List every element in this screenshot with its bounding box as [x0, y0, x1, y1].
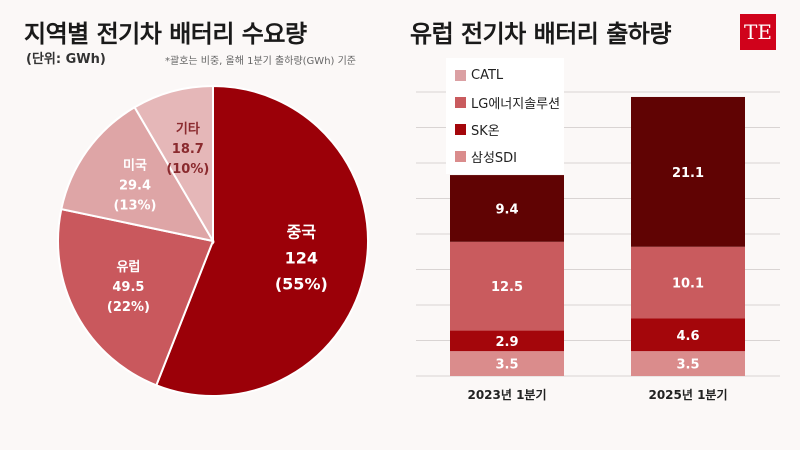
- legend-swatch: [455, 124, 466, 135]
- legend-label: LG에너지솔루션: [471, 97, 561, 112]
- pie-label-0-2: (55%): [275, 274, 328, 293]
- pie-label-3-2: (10%): [166, 162, 209, 177]
- legend-label: 삼성SDI: [471, 151, 518, 166]
- legend-label: CATL: [471, 68, 504, 83]
- legend-item: CATL: [446, 62, 564, 89]
- pie-label-2-1: 29.4: [119, 178, 151, 193]
- legend-swatch: [455, 151, 466, 162]
- pie-label-1-1: 49.5: [112, 280, 144, 295]
- legend-swatch: [455, 70, 466, 81]
- bar-value-label: 10.1: [672, 277, 704, 292]
- x-tick-label: 2023년 1분기: [467, 387, 546, 402]
- bar-segment-0-2: [450, 241, 564, 331]
- pie-label-2-0: 미국: [123, 157, 147, 173]
- bar-value-label: 21.1: [672, 166, 704, 181]
- bar-segment-1-1: [631, 318, 745, 352]
- pie-label-2-2: (13%): [113, 198, 156, 213]
- pie-chart: 중국 124 (55%) 유럽 49.5 (22%) 미국 29.4 (13%) 기타 18.7 (1…: [57, 84, 369, 397]
- bar-chart-title: 유럽 전기차 배터리 출하량: [410, 20, 671, 48]
- pie-label-1-2: (22%): [107, 300, 150, 315]
- pie-label-1-0: 유럽: [116, 260, 140, 275]
- pie-label-3-0: 기타: [176, 121, 200, 137]
- bar-segment-1-3: [631, 96, 745, 247]
- bar-value-label: 12.5: [491, 280, 523, 295]
- x-tick-label: 2025년 1분기: [648, 387, 727, 402]
- legend-item: SK온: [446, 116, 564, 143]
- pie-label-0-0: 중국: [287, 222, 317, 241]
- pie-label-0-1: 124: [285, 248, 318, 267]
- bar-value-label: 2.9: [495, 335, 518, 350]
- stacked-bar-chart: 3.5 2.9 12.5 9.4 2023년 1분기 3.5 4.6 10.1 21.1 2025…: [416, 91, 780, 402]
- bar-value-label: 4.6: [676, 329, 699, 344]
- bar-segment-0-1: [450, 330, 564, 352]
- bar-value-label: 9.4: [495, 202, 518, 217]
- brand-logo: TE: [740, 14, 776, 50]
- pie-slice-0: [155, 84, 369, 397]
- legend-label: SK온: [471, 124, 500, 139]
- unit-label: (단위: GWh): [26, 52, 106, 67]
- legend-swatch: [455, 97, 466, 108]
- footnote: *괄호는 비중, 올해 1분기 출하량(GWh) 기준: [165, 56, 357, 67]
- bar-value-label: 3.5: [495, 358, 518, 373]
- bar-segment-0-3: [450, 175, 564, 242]
- pie-slice-2: [60, 105, 216, 243]
- bar-segment-1-2: [631, 246, 745, 319]
- bar-segment-1-0: [631, 351, 745, 376]
- pie-slice-1: [57, 207, 215, 387]
- legend-item: LG에너지솔루션: [446, 89, 564, 116]
- pie-slice-3: [133, 84, 214, 245]
- bar-value-label: 3.5: [676, 358, 699, 373]
- bar-segment-0-0: [450, 351, 564, 376]
- pie-label-3-1: 18.7: [172, 142, 204, 157]
- pie-chart-title: 지역별 전기차 배터리 수요량: [24, 20, 307, 48]
- legend-item: 삼성SDI: [446, 143, 564, 170]
